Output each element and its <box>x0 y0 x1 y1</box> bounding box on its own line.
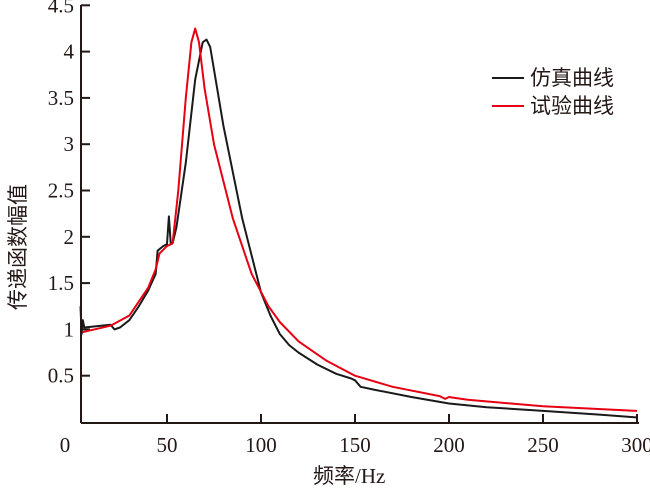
x-tick-label: 250 <box>527 433 559 457</box>
x-axis-label: 频率/Hz <box>313 464 385 488</box>
y-tick-label: 1.5 <box>48 271 74 295</box>
y-tick-label: 2.5 <box>48 179 74 203</box>
y-tick-label: 3 <box>64 132 75 156</box>
legend: 仿真曲线 试验曲线 <box>492 66 614 118</box>
x-tick-label: 200 <box>433 433 465 457</box>
y-axis-label: 传递函数幅值 <box>6 184 30 310</box>
y-tick-label: 2 <box>64 225 75 249</box>
y-tick-label: 3.5 <box>48 86 74 110</box>
y-tick-label: 1 <box>64 317 75 341</box>
series-line-test <box>82 27 638 412</box>
x-tick-label: 50 <box>157 433 178 457</box>
y-tick-label: 4 <box>64 40 75 64</box>
x-tick-label: 150 <box>339 433 371 457</box>
legend-label-test: 试验曲线 <box>530 94 614 118</box>
y-tick-label: 4.5 <box>48 0 74 17</box>
series-line-simulation <box>79 38 638 419</box>
legend-label-sim: 仿真曲线 <box>530 66 614 90</box>
x-tick-label: 0 <box>60 433 71 457</box>
x-tick-label: 100 <box>245 433 277 457</box>
x-tick-label: 300 <box>621 433 650 457</box>
y-tick-label: 0.5 <box>48 364 74 388</box>
